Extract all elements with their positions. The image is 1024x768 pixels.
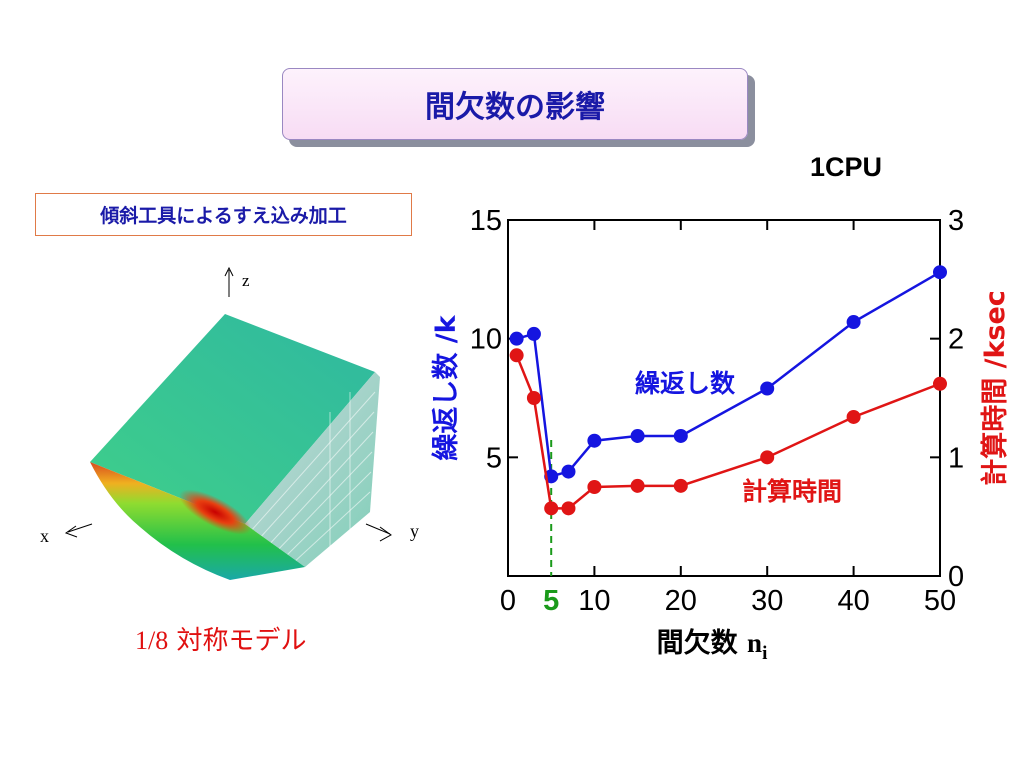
series-2-point xyxy=(760,450,775,465)
series-1-point xyxy=(509,331,524,346)
fem-model-illustration: z x y xyxy=(40,266,419,580)
x-tick-label: 10 xyxy=(578,585,610,617)
y-right-tick-label: 1 xyxy=(948,442,964,474)
y-right-tick-label: 3 xyxy=(948,205,964,237)
series-2-point xyxy=(933,376,947,391)
series-2-point xyxy=(526,391,541,405)
model-top-face xyxy=(90,314,375,524)
axis-x-indicator: x xyxy=(40,523,93,546)
model-caption-fraction: 1/8 xyxy=(135,626,169,655)
x-tick-label: 30 xyxy=(751,585,783,617)
axis-y-indicator: y xyxy=(365,521,419,542)
x-axis-symbol: n xyxy=(747,628,762,658)
y-left-tick-label: 5 xyxy=(486,442,502,474)
model-mesh-lines xyxy=(249,391,376,565)
series-1-point xyxy=(933,265,947,280)
series-2-point xyxy=(673,478,688,493)
model-stress-hotspot xyxy=(179,489,251,535)
series-1-point xyxy=(587,433,602,448)
series-1-point xyxy=(760,381,775,396)
plot-frame xyxy=(507,219,941,577)
y-right-tick-label: 2 xyxy=(948,324,964,356)
cpu-label: 1CPU xyxy=(810,152,883,182)
axis-z-indicator: z xyxy=(224,266,250,297)
series-label-2: 計算時間 xyxy=(742,477,842,506)
x-tick-label: 20 xyxy=(665,585,697,617)
series-line-1 xyxy=(516,271,941,478)
series-1-point xyxy=(526,326,541,341)
series-1-point xyxy=(673,428,688,443)
model-front-face xyxy=(90,462,305,580)
y-left-tick-label: 15 xyxy=(470,205,502,237)
series-2-point xyxy=(509,348,524,363)
series-2-point xyxy=(561,501,576,516)
axis-x-label: x xyxy=(40,526,49,546)
series-2-point xyxy=(846,409,861,424)
x-axis-label: 間欠数 ni xyxy=(657,627,768,664)
model-caption: 1/8 対称モデル xyxy=(135,620,307,657)
x-tick-label: 0 xyxy=(500,585,516,617)
x-tick-label: 40 xyxy=(837,585,869,617)
model-caption-text: 対称モデル xyxy=(176,626,307,656)
subtitle-box: 傾斜工具によるすえ込み加工 xyxy=(35,193,412,236)
axis-z-label: z xyxy=(242,271,250,290)
series-line-2 xyxy=(515,354,941,510)
y-left-tick-label: 10 xyxy=(470,324,502,356)
y-right-axis-label: 計算時間 /ksec xyxy=(979,290,1011,486)
y-right-tick-label: 0 xyxy=(948,561,964,593)
series-1-point xyxy=(630,428,645,443)
series-2-point xyxy=(544,501,559,516)
series-label-1: 繰返し数 xyxy=(635,369,736,398)
y-left-axis-label: 繰返し数 /k xyxy=(430,314,462,460)
highlight-x-label: 5 xyxy=(543,585,559,617)
axis-y-label: y xyxy=(410,521,419,541)
series-2-point xyxy=(630,478,645,493)
x-axis-subscript: i xyxy=(762,643,767,664)
series-2-point xyxy=(587,480,602,494)
slide-title: 間欠数の影響 xyxy=(282,68,748,140)
model-side-face xyxy=(245,372,380,567)
series-1-point xyxy=(561,464,576,479)
series-1-point xyxy=(846,315,861,330)
x-tick-label: 50 xyxy=(924,585,956,617)
